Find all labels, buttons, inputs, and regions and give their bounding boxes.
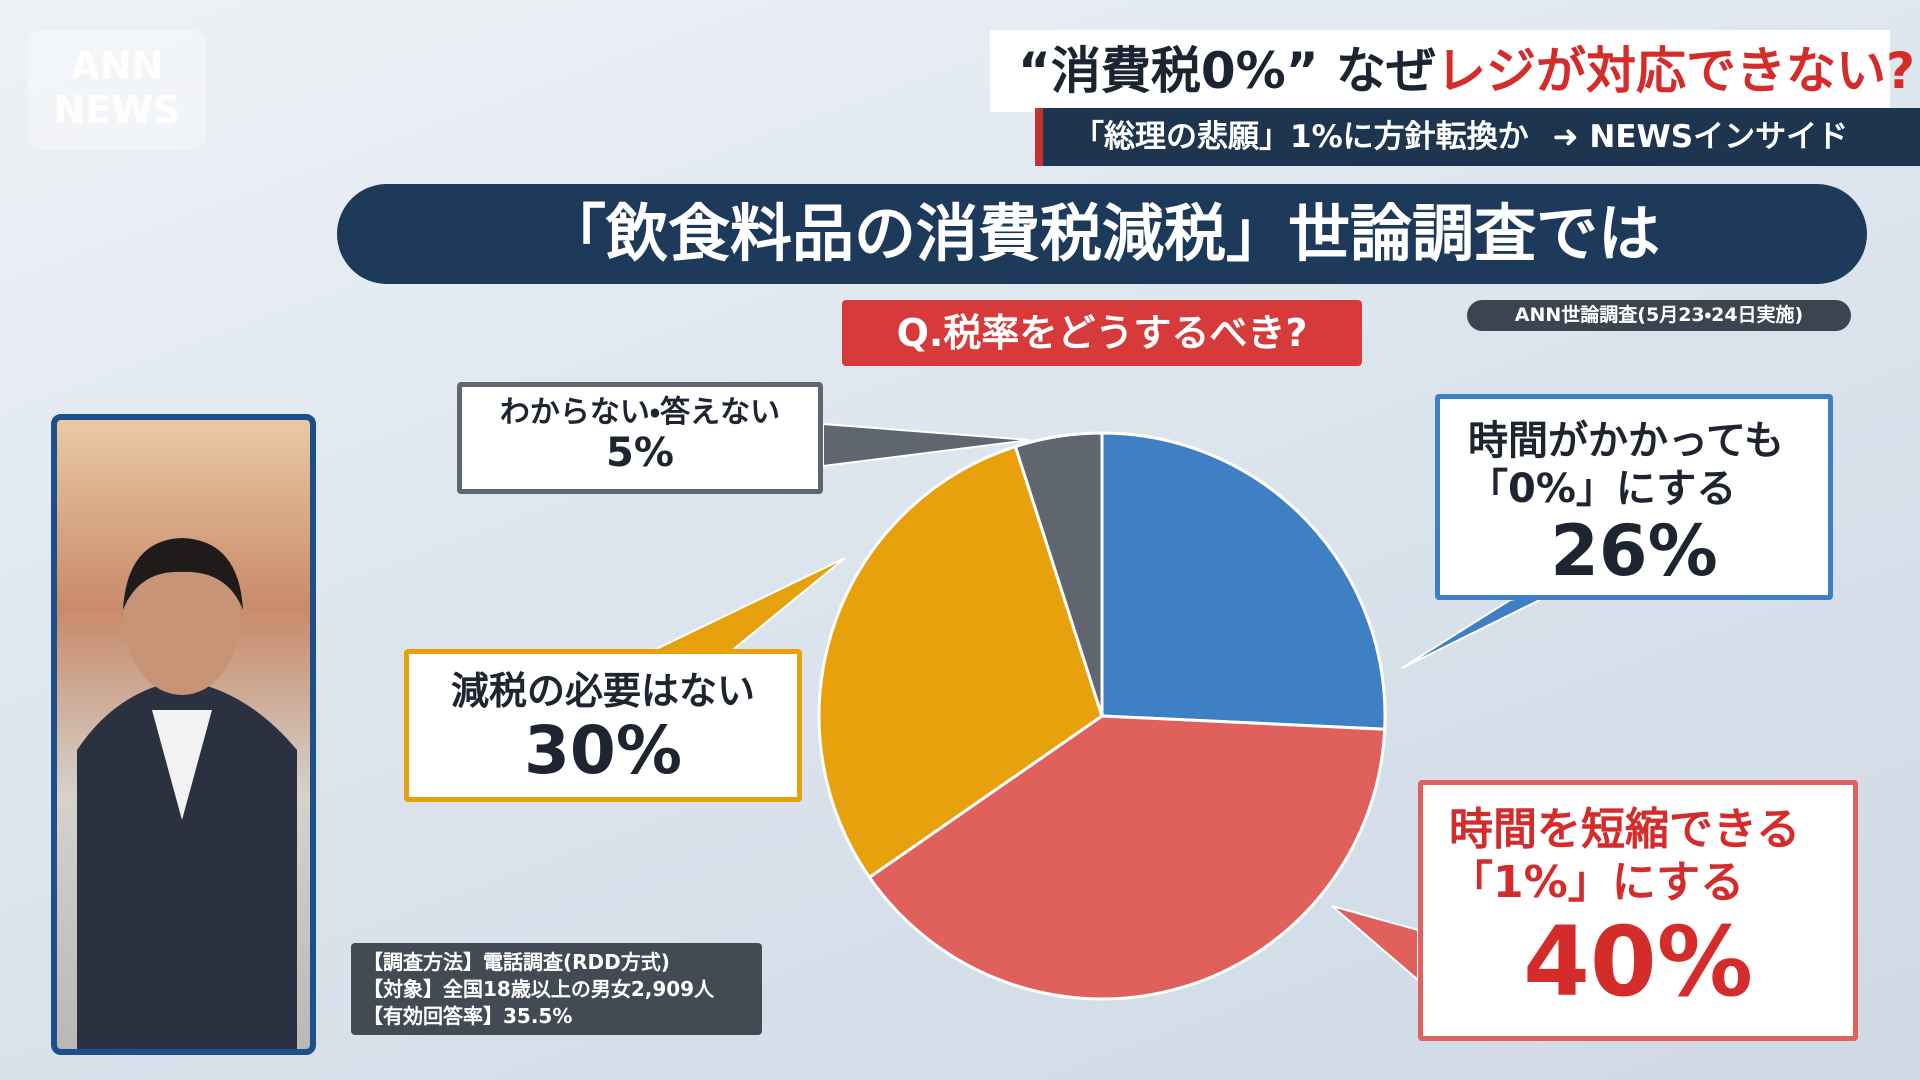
channel-logo: ANN NEWS bbox=[28, 30, 206, 150]
value-label: 5% bbox=[606, 430, 674, 476]
category-label: わからない・答えない bbox=[499, 395, 781, 430]
category-label: 時間がかかっても「0%」にする bbox=[1468, 418, 1784, 512]
pie-slice bbox=[1013, 431, 1104, 717]
note-line: 【調査方法】電話調査(RDD方式) bbox=[363, 950, 670, 974]
program-text: NEWSインサイド bbox=[1589, 119, 1849, 155]
notes: 【調査方法】電話調査(RDD方式) 【対象】全国18歳以上の男女2,909人 【有効… bbox=[351, 943, 762, 1035]
program-name: ➜ NEWSインサイド bbox=[1552, 119, 1849, 155]
pie-slice bbox=[817, 444, 1104, 880]
subheadline: 「総理の悲願」1%に方針転換か ➜ NEWSインサイド bbox=[1035, 108, 1920, 166]
callout-tail bbox=[1401, 589, 1561, 669]
pie-slice bbox=[1100, 431, 1387, 731]
callout-tail bbox=[649, 557, 846, 653]
callout-tail bbox=[1331, 905, 1419, 983]
callout: 時間を短縮できる「1%」にする 40% bbox=[1418, 780, 1858, 1041]
person-figure bbox=[77, 538, 297, 1049]
headline-highlight: レジが対応できない? bbox=[1436, 42, 1916, 100]
chart-source: ANN世論調査(5月23・24日実施) bbox=[1467, 300, 1851, 331]
category-label: 時間を短縮できる「1%」にする bbox=[1449, 804, 1801, 908]
headline-text: “消費税0%” なぜ bbox=[1018, 42, 1437, 100]
note-line: 【対象】全国18歳以上の男女2,909人 bbox=[363, 977, 715, 1001]
chart-subtitle: Q.税率をどうするべき? bbox=[842, 300, 1362, 366]
value-label: 40% bbox=[1523, 906, 1753, 1018]
chart-title: 「飲食料品の消費税減税」世論調査では bbox=[337, 184, 1867, 284]
category-label: 減税の必要はない bbox=[450, 669, 755, 713]
pie bbox=[817, 431, 1387, 1001]
callout: 減税の必要はない 30% bbox=[404, 649, 802, 802]
callout: 時間がかかっても「0%」にする 26% bbox=[1435, 394, 1833, 600]
note-line: 【有効回答率】35.5% bbox=[363, 1004, 573, 1028]
pie-slice bbox=[867, 714, 1387, 1001]
callout-tail bbox=[822, 422, 1031, 468]
value-label: 26% bbox=[1550, 510, 1718, 592]
logo-text: ANN bbox=[70, 44, 164, 88]
callout: わからない・答えない 5% bbox=[457, 382, 823, 494]
video-inset bbox=[51, 414, 316, 1055]
logo-text: NEWS bbox=[53, 88, 181, 132]
headline: “消費税0%” なぜレジが対応できない? bbox=[990, 30, 1915, 112]
subheadline-text: 「総理の悲願」1%に方針転換か bbox=[1073, 119, 1529, 155]
value-label: 30% bbox=[524, 712, 682, 789]
